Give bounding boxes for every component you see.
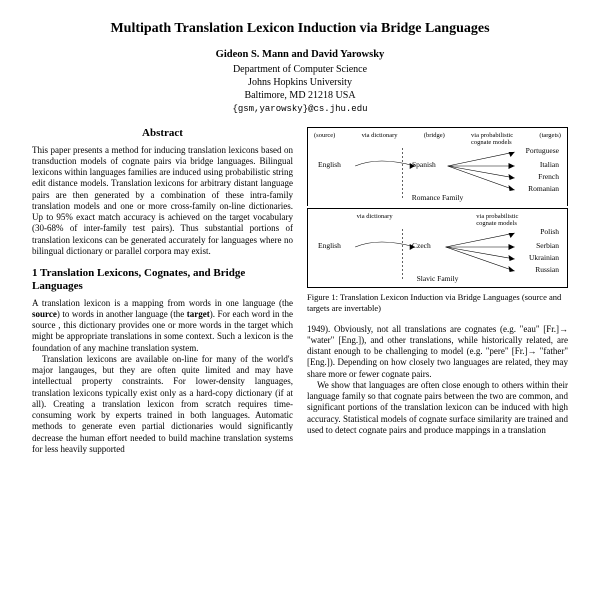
fig2-target-3: Ukrainian xyxy=(529,254,559,262)
right-column: (source) via dictionary (bridge) via pro… xyxy=(307,127,568,455)
paper-title: Multipath Translation Lexicon Induction … xyxy=(32,20,568,38)
fig-label-targets: (targets) xyxy=(539,132,561,146)
authors: Gideon S. Mann and David Yarowsky xyxy=(32,48,568,61)
fig-label-via-prob: via probabilisticcognate models xyxy=(471,132,513,146)
fig-label-via-dict: via dictionary xyxy=(362,132,398,146)
figure-header-row: (source) via dictionary (bridge) via pro… xyxy=(314,132,561,146)
fig2-source-lang: English xyxy=(318,242,341,250)
fig1-target-2: Italian xyxy=(540,161,559,169)
fig2-label-via-dict: via dictionary xyxy=(357,213,393,227)
page: Multipath Translation Lexicon Induction … xyxy=(0,0,600,455)
figure-caption: Figure 1: Translation Lexicon Induction … xyxy=(307,292,568,313)
affiliation-line-3: Baltimore, MD 21218 USA xyxy=(32,89,568,102)
figure-panel-romance: (source) via dictionary (bridge) via pro… xyxy=(307,127,568,206)
abstract-heading: Abstract xyxy=(32,127,293,141)
fig2-family: Slavic Family xyxy=(417,275,459,283)
fig1-bridge-lang: Spanish xyxy=(412,161,436,169)
affiliation-line-1: Department of Computer Science xyxy=(32,63,568,76)
fig2-target-4: Russian xyxy=(535,266,559,274)
fig2-target-2: Serbian xyxy=(536,242,559,250)
figure-diagram-2: English Czech Polish Serbian Ukrainian R… xyxy=(314,229,561,283)
figure-panel-slavic: via dictionary via probabilisticcognate … xyxy=(307,208,568,288)
col2-para-1: 1949). Obviously, not all translations a… xyxy=(307,324,568,380)
two-column-layout: Abstract This paper presents a method fo… xyxy=(32,127,568,455)
fig2-label-via-prob: via probabilisticcognate models xyxy=(476,213,518,227)
fig1-target-4: Romanian xyxy=(528,185,559,193)
fig1-family: Romance Family xyxy=(412,194,463,202)
fig2-target-1: Polish xyxy=(540,228,559,236)
section-1-para-1: A translation lexicon is a mapping from … xyxy=(32,298,293,354)
section-1-heading: 1 Translation Lexicons, Cognates, and Br… xyxy=(32,267,293,293)
figure-header-row-2: via dictionary via probabilisticcognate … xyxy=(314,213,561,227)
fig2-bridge-lang: Czech xyxy=(412,242,431,250)
affiliation-line-2: Johns Hopkins University xyxy=(32,76,568,89)
fig1-target-1: Portuguese xyxy=(526,147,559,155)
fig-label-bridge: (bridge) xyxy=(424,132,445,146)
left-column: Abstract This paper presents a method fo… xyxy=(32,127,293,455)
fig-label-source: (source) xyxy=(314,132,335,146)
figure-diagram-1: English Spanish Portuguese Italian Frenc… xyxy=(314,148,561,202)
col2-para-2: We show that languages are often close e… xyxy=(307,380,568,436)
author-email: {gsm,yarowsky}@cs.jhu.edu xyxy=(32,104,568,115)
section-1-para-2: Translation lexicons are available on-li… xyxy=(32,354,293,455)
fig1-source-lang: English xyxy=(318,161,341,169)
abstract-text: This paper presents a method for inducin… xyxy=(32,145,293,258)
fig1-target-3: French xyxy=(538,173,559,181)
